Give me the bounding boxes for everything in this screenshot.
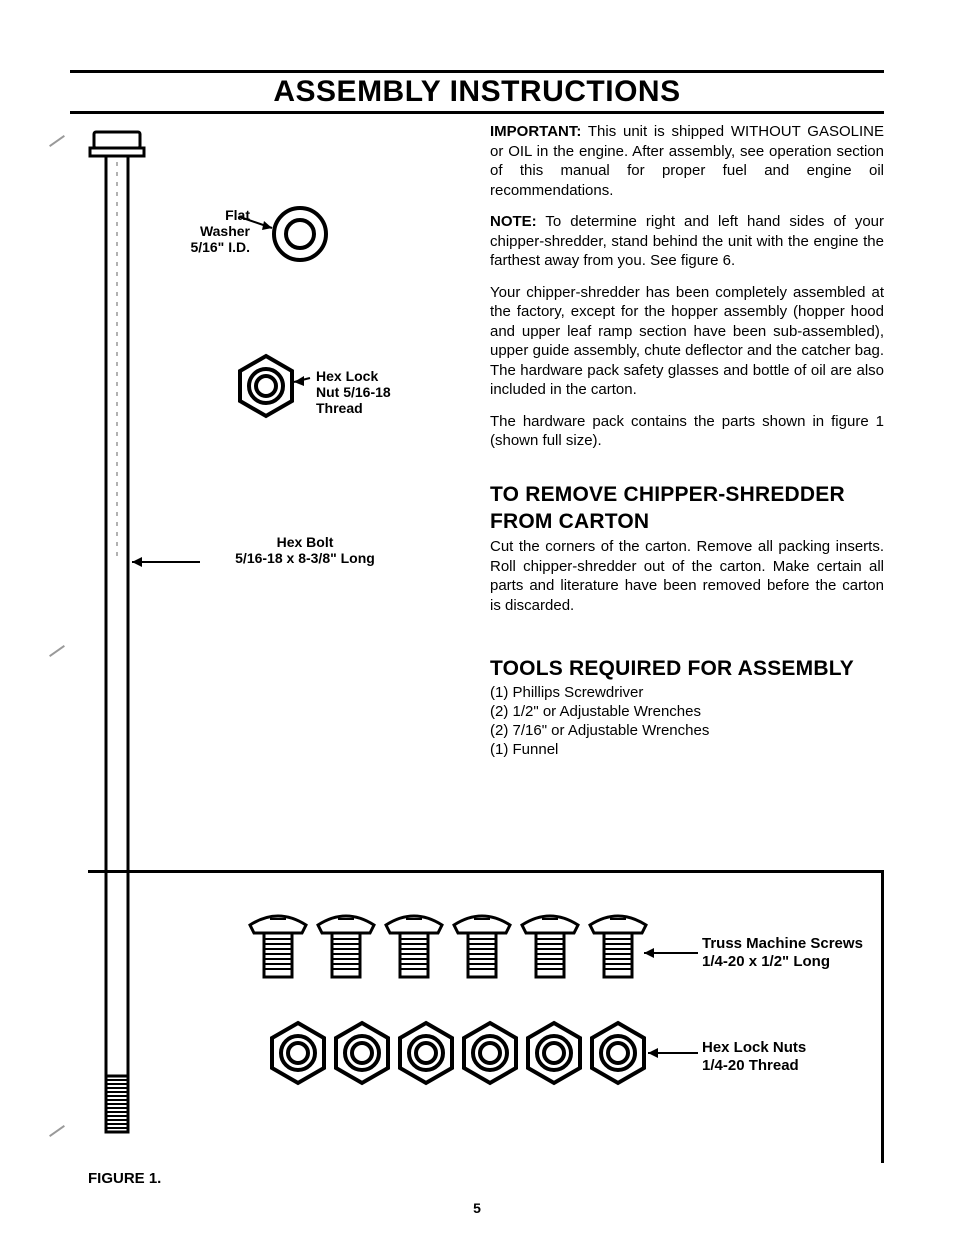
tool-item: (1) Funnel (490, 741, 884, 760)
page-title: ASSEMBLY INSTRUCTIONS (273, 75, 680, 108)
tools-list: (1) Phillips Screwdriver (2) 1/2" or Adj… (490, 684, 884, 759)
note-body: To determine right and left hand sides o… (490, 213, 884, 269)
instruction-text-column: IMPORTANT: This unit is shipped WITHOUT … (490, 122, 884, 862)
two-column-layout: FlatWasher5/16" I.D. Hex LockNut 5/16-18… (70, 122, 884, 862)
tool-item: (1) Phillips Screwdriver (490, 684, 884, 703)
label-hex-lock-nut: Hex LockNut 5/16-18Thread (316, 368, 436, 416)
paragraph-important: IMPORTANT: This unit is shipped WITHOUT … (490, 122, 884, 200)
truss-screws-row (250, 916, 306, 977)
label-flat-washer: FlatWasher5/16" I.D. (190, 207, 250, 255)
label-hex-lock-nuts-14: Hex Lock Nuts1/4-20 Thread (702, 1039, 882, 1075)
scan-artifact (49, 645, 65, 657)
tool-item: (2) 7/16" or Adjustable Wrenches (490, 722, 884, 741)
label-truss-screws: Truss Machine Screws1/4-20 x 1/2" Long (702, 935, 882, 971)
figure-left-panel: FlatWasher5/16" I.D. Hex LockNut 5/16-18… (70, 122, 470, 862)
scan-artifact (49, 135, 65, 147)
title-bar: ASSEMBLY INSTRUCTIONS (70, 70, 884, 114)
heading-remove-carton: TO REMOVE CHIPPER-SHREDDER FROM CARTON (490, 481, 884, 536)
paragraph-4: The hardware pack contains the parts sho… (490, 412, 884, 451)
figure-caption: FIGURE 1. (88, 1170, 161, 1187)
note-label: NOTE: (490, 213, 537, 230)
tool-item: (2) 1/2" or Adjustable Wrenches (490, 703, 884, 722)
paragraph-remove: Cut the corners of the carton. Remove al… (490, 537, 884, 615)
page-number: 5 (0, 1200, 954, 1216)
paragraph-note: NOTE: To determine right and left hand s… (490, 212, 884, 271)
important-label: IMPORTANT: (490, 123, 581, 140)
hardware-box: Truss Machine Screws1/4-20 x 1/2" Long H… (88, 870, 884, 1163)
heading-tools-required: TOOLS REQUIRED FOR ASSEMBLY (490, 655, 884, 682)
document-page: ASSEMBLY INSTRUCTIONS (0, 0, 954, 1246)
label-hex-bolt: Hex Bolt5/16-18 x 8-3/8" Long (200, 534, 410, 566)
hardware-diagram (88, 873, 884, 1163)
paragraph-3: Your chipper-shredder has been completel… (490, 283, 884, 400)
scan-artifact (49, 1125, 65, 1137)
